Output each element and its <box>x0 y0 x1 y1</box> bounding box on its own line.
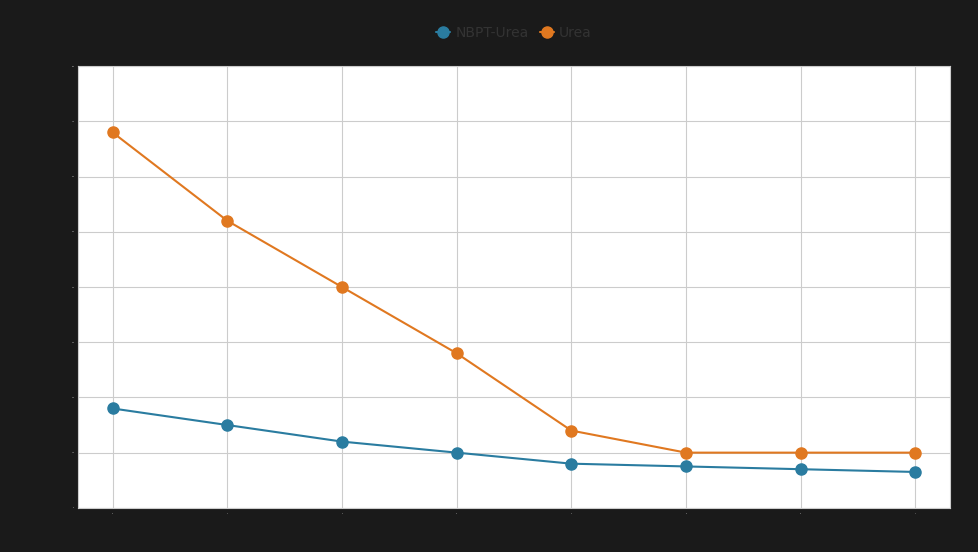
Urea <box>565 427 577 434</box>
NBPT-Urea <box>794 466 806 473</box>
NBPT-Urea <box>450 449 462 456</box>
NBPT-Urea <box>107 405 118 412</box>
Urea <box>909 449 920 456</box>
Urea <box>794 449 806 456</box>
NBPT-Urea <box>221 422 233 428</box>
NBPT-Urea <box>680 463 691 470</box>
Urea <box>335 284 347 290</box>
NBPT-Urea <box>335 438 347 445</box>
Line: NBPT-Urea: NBPT-Urea <box>107 403 920 477</box>
Urea <box>450 350 462 357</box>
NBPT-Urea <box>909 469 920 475</box>
Urea <box>680 449 691 456</box>
Urea <box>107 129 118 136</box>
Legend: NBPT-Urea, Urea: NBPT-Urea, Urea <box>430 20 597 45</box>
NBPT-Urea <box>565 460 577 467</box>
Line: Urea: Urea <box>107 127 920 458</box>
Urea <box>221 217 233 224</box>
